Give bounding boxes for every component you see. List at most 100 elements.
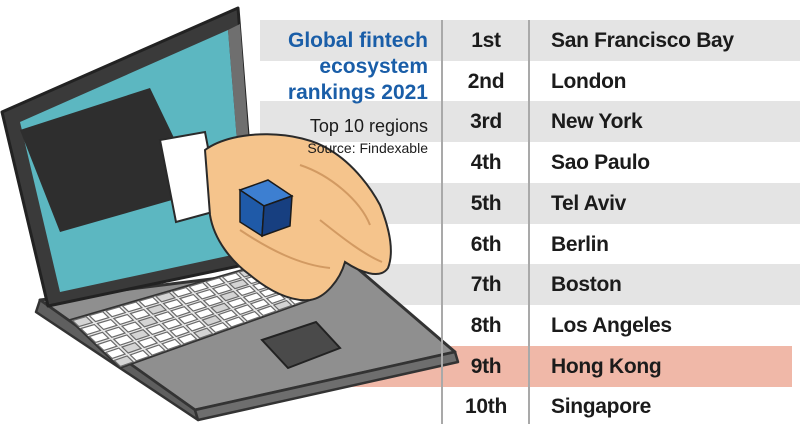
key-icon — [186, 300, 208, 312]
key-icon — [233, 304, 255, 316]
key-icon — [226, 297, 248, 309]
key-icon — [121, 301, 144, 313]
key-icon — [112, 313, 135, 326]
chart-subtitle: Top 10 regions — [309, 116, 428, 136]
table-row: 2nd London — [0, 63, 800, 100]
region-label: New York — [551, 110, 643, 133]
region-label: Los Angeles — [551, 314, 672, 337]
rank-label: 3rd — [470, 110, 502, 133]
key-icon — [160, 338, 183, 351]
table-row: 6th Berlin — [0, 226, 800, 263]
chart-title-line-3: rankings 2021 — [287, 81, 428, 104]
key-icon — [153, 331, 175, 343]
key-icon — [112, 334, 135, 346]
rank-label: 2nd — [467, 70, 505, 93]
key-icon — [120, 321, 143, 333]
table-row: 1st San Francisco Bay — [0, 22, 800, 59]
key-icon — [210, 302, 231, 314]
key-icon — [169, 325, 191, 338]
table-row: 3rd New York — [0, 103, 800, 140]
table-row: 7th Boston — [0, 266, 800, 303]
key-icon — [176, 333, 198, 345]
key-icon — [224, 316, 246, 328]
key-icon — [187, 281, 210, 293]
key-icon — [240, 310, 262, 322]
key-icon — [113, 355, 135, 368]
key-icon — [71, 315, 94, 328]
rank-label: 10th — [465, 395, 507, 418]
rank-label: 7th — [470, 273, 502, 296]
key-icon — [242, 292, 264, 303]
table-row: 4th Sao Paulo — [0, 144, 800, 181]
key-icon — [161, 318, 183, 330]
key-icon — [153, 311, 175, 323]
chart-title-line-1: Global fintech — [287, 29, 428, 52]
cube-icon — [238, 179, 294, 238]
touchpad-icon — [260, 320, 342, 370]
key-icon — [104, 306, 127, 318]
key-icon — [265, 293, 287, 305]
key-icon — [145, 303, 168, 315]
key-icon — [185, 320, 207, 332]
rank-label: 1st — [471, 29, 501, 52]
key-icon — [201, 314, 223, 327]
rank-label: 8th — [470, 314, 502, 337]
region-label: Tel Aviv — [551, 192, 627, 215]
region-label: Boston — [551, 273, 622, 296]
key-icon — [178, 293, 201, 305]
key-icon — [211, 283, 233, 295]
key-icon — [136, 336, 159, 349]
key-icon — [204, 277, 226, 288]
region-label: Hong Kong — [551, 355, 662, 378]
key-icon — [272, 299, 293, 311]
key-icon — [162, 298, 184, 310]
row-stripe — [260, 20, 800, 61]
key-icon — [96, 318, 119, 331]
key-icon — [138, 296, 160, 308]
rank-label: 5th — [470, 192, 502, 215]
key-icon — [202, 295, 224, 307]
table-row: 5th Tel Aviv — [0, 185, 800, 222]
key-icon — [249, 298, 271, 310]
region-label: Singapore — [551, 395, 651, 418]
key-icon — [193, 307, 215, 319]
region-label: Sao Paulo — [551, 151, 650, 174]
key-icon — [228, 278, 250, 290]
rank-label: 9th — [470, 355, 502, 378]
divider-right — [528, 20, 530, 424]
region-label: London — [551, 70, 627, 93]
key-icon — [145, 323, 167, 336]
key-icon — [169, 306, 192, 318]
key-icon — [221, 272, 243, 283]
key-icon — [88, 331, 110, 344]
key-icon — [235, 285, 257, 297]
key-icon — [219, 290, 240, 302]
key-icon — [128, 329, 151, 341]
hand — [203, 133, 392, 302]
key-icon — [171, 286, 193, 298]
key-icon — [144, 344, 167, 356]
chart-source: Source: Findexable — [307, 140, 428, 156]
table-row: 10th Singapore — [0, 388, 800, 425]
key-icon — [217, 309, 239, 321]
rank-label: 6th — [470, 233, 502, 256]
sleeve — [20, 88, 200, 232]
key-icon — [129, 308, 151, 320]
row-stripe — [260, 101, 800, 142]
chart-title-line-2: ecosystem — [319, 55, 428, 78]
key-icon — [137, 316, 159, 328]
table-row: 9th Hong Kong — [0, 348, 800, 385]
key-icon — [88, 311, 110, 323]
key-icon — [104, 347, 127, 360]
key-icon — [177, 313, 199, 325]
key-icon — [96, 339, 119, 352]
key-icon — [104, 326, 127, 338]
key-icon — [256, 305, 278, 317]
key-icon — [195, 288, 217, 300]
key-icon — [79, 323, 102, 336]
key-icon — [129, 349, 151, 362]
rank-label: 4th — [470, 151, 502, 174]
divider-left — [441, 20, 443, 424]
region-label: San Francisco Bay — [551, 29, 734, 52]
